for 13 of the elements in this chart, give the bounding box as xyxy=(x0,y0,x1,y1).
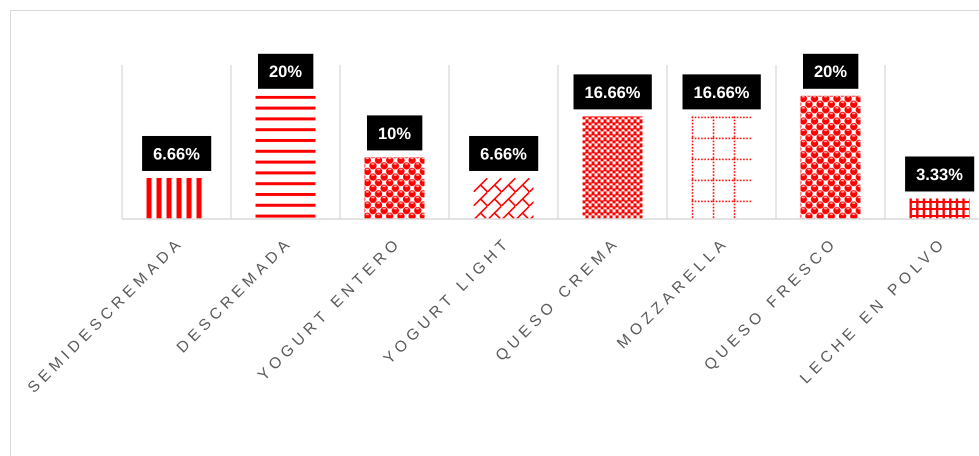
data-label: 10% xyxy=(378,124,412,143)
bar xyxy=(800,96,860,219)
bar xyxy=(910,198,970,219)
data-label: 6.66% xyxy=(480,145,528,164)
data-label: 16.66% xyxy=(584,84,641,102)
data-label: 20% xyxy=(814,63,848,82)
data-label: 6.66% xyxy=(153,145,200,164)
bar xyxy=(364,157,424,219)
bar xyxy=(692,116,752,219)
data-label: 16.66% xyxy=(694,84,750,102)
data-label: 3.33% xyxy=(916,166,964,184)
bar xyxy=(582,116,642,219)
data-label: 20% xyxy=(268,63,302,82)
